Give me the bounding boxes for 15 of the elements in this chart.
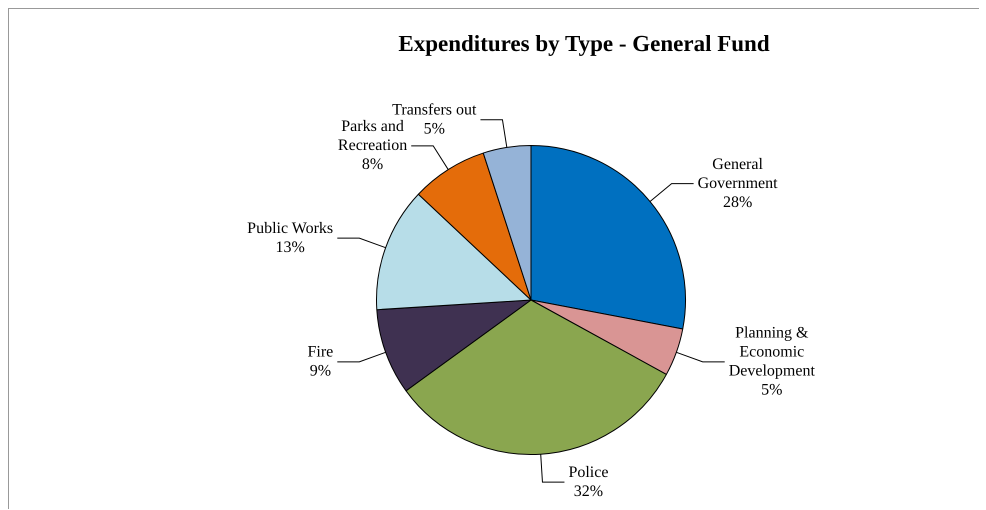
slice-label: Transfers out: [392, 101, 478, 118]
data-label: 5%: [424, 120, 445, 138]
data-label: 8%: [362, 156, 384, 174]
slice-label: Fire: [308, 344, 334, 361]
data-label: 32%: [574, 482, 604, 500]
slice-label: Planning & Economic Development: [728, 324, 816, 380]
slice-label: Police: [568, 464, 608, 481]
data-label: 13%: [275, 238, 305, 256]
data-label: 5%: [761, 382, 782, 399]
slice-label: Parks and Recreation: [338, 118, 408, 154]
data-label: 28%: [722, 194, 752, 211]
slice-label: General Government: [698, 156, 778, 192]
chart-title: Expenditures by Type - General Fund: [398, 30, 770, 56]
slice-label: Public Works: [247, 220, 334, 237]
data-label: 9%: [310, 362, 332, 380]
